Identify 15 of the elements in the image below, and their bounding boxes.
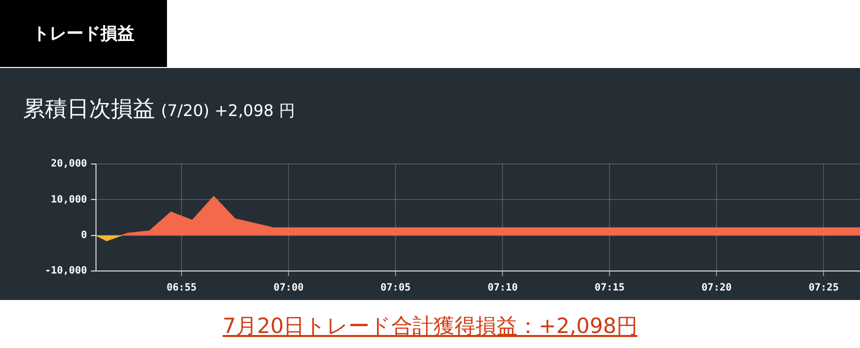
x-tick-label: 07:00 <box>274 282 304 294</box>
text: 7月20日トレード合計獲得損益：+2,098円 <box>222 313 638 340</box>
y-tick-label: -10,000 <box>44 266 87 277</box>
chart-title: 累積日次損益 <box>23 97 155 122</box>
x-tick-label: 07:10 <box>488 282 518 294</box>
chart-subtitle: (7/20) +2,098 円 <box>161 101 295 120</box>
text: トレード損益 <box>0 0 167 67</box>
x-tick-label: 07:05 <box>380 282 411 294</box>
y-tick-label: 20,000 <box>50 158 87 170</box>
y-tick-label: 10,000 <box>50 194 87 206</box>
y-tick-label: 0 <box>80 230 87 241</box>
x-tick-label: 06:55 <box>166 282 197 294</box>
x-tick-label: 07:15 <box>594 282 625 294</box>
x-tick-label: 07:20 <box>702 282 732 294</box>
x-tick-label: 07:25 <box>808 282 839 294</box>
